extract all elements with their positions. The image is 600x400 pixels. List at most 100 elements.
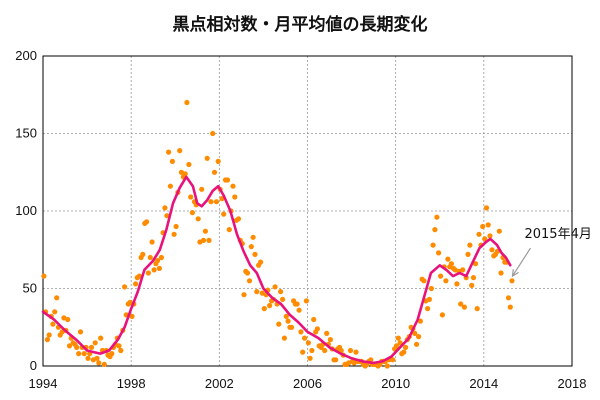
data-point: [395, 335, 401, 341]
data-point: [327, 337, 333, 343]
data-point: [184, 99, 190, 106]
data-point: [309, 347, 315, 354]
data-point: [241, 292, 247, 298]
data-point: [294, 301, 300, 307]
data-point: [54, 295, 60, 301]
y-tick-label: 150: [15, 126, 37, 141]
data-point: [509, 278, 515, 284]
data-point: [305, 340, 311, 346]
data-point: [434, 214, 440, 220]
data-point: [213, 199, 220, 205]
data-point: [77, 329, 84, 335]
data-point: [199, 186, 205, 192]
data-point: [314, 326, 320, 332]
data-point: [498, 270, 504, 276]
data-point: [136, 273, 142, 279]
data-point: [147, 254, 153, 261]
data-point: [144, 219, 150, 225]
data-point: [76, 351, 82, 357]
data-point: [302, 335, 308, 341]
data-point: [322, 347, 328, 354]
data-point: [460, 267, 466, 273]
data-point: [469, 282, 475, 288]
data-point: [46, 332, 52, 338]
data-point: [195, 216, 201, 222]
data-point: [281, 335, 287, 341]
x-tick-label: 2010: [381, 376, 410, 391]
data-point: [164, 213, 170, 219]
monthly-points: [41, 99, 515, 369]
data-point: [98, 335, 104, 341]
data-point: [347, 347, 354, 354]
data-point: [211, 169, 218, 175]
data-point: [109, 351, 115, 357]
data-point: [167, 183, 173, 189]
data-point: [472, 261, 479, 267]
data-point: [296, 307, 302, 313]
data-point: [94, 355, 100, 361]
data-point: [210, 130, 216, 137]
data-point: [156, 265, 162, 271]
data-point: [285, 318, 291, 324]
data-point: [438, 273, 444, 279]
data-point: [487, 233, 493, 239]
data-point: [496, 228, 502, 234]
data-point: [417, 318, 423, 324]
data-point: [426, 296, 432, 302]
data-point: [232, 194, 238, 200]
data-point: [162, 205, 168, 211]
data-point: [81, 351, 87, 357]
data-point: [189, 210, 195, 216]
data-point: [272, 284, 278, 290]
data-point: [177, 148, 183, 154]
data-point: [436, 250, 442, 256]
data-point: [74, 344, 80, 350]
y-tick-label: 50: [23, 281, 37, 296]
data-point: [44, 337, 51, 343]
data-point: [483, 205, 490, 211]
data-point: [401, 349, 407, 355]
y-tick-label: 200: [15, 48, 37, 63]
data-point: [182, 171, 188, 177]
grid-layer: [43, 56, 572, 366]
x-axis-tick-labels: 1994 1998 2002 2006 2010 2014 2018: [29, 376, 587, 391]
data-point: [480, 223, 486, 230]
data-point: [324, 330, 330, 336]
data-point: [235, 216, 242, 222]
data-point: [414, 341, 420, 347]
data-point: [258, 259, 264, 265]
data-point: [173, 223, 179, 230]
data-point: [300, 349, 306, 355]
data-point: [432, 227, 438, 233]
data-point: [118, 347, 124, 354]
data-point: [85, 355, 91, 361]
data-point: [276, 321, 282, 327]
data-point: [250, 234, 256, 240]
data-point: [206, 237, 212, 243]
annotation-arrow: [511, 247, 531, 277]
data-point: [467, 242, 473, 248]
data-point: [158, 254, 164, 261]
data-point: [261, 306, 267, 312]
data-point: [133, 281, 139, 287]
y-tick-label: 0: [30, 358, 37, 373]
data-point: [171, 231, 177, 237]
data-point: [333, 357, 339, 363]
data-point: [66, 343, 73, 349]
data-point: [283, 313, 289, 319]
data-point: [204, 155, 210, 161]
smoothed-line: [41, 175, 512, 365]
annotation-arrowhead: [511, 269, 519, 278]
data-point: [267, 303, 273, 309]
x-tick-label: 1998: [117, 376, 146, 391]
data-point: [202, 228, 208, 234]
data-point: [445, 256, 451, 262]
data-point: [474, 306, 480, 312]
data-point: [476, 231, 482, 237]
data-point: [252, 251, 258, 257]
data-point: [454, 281, 460, 287]
x-tick-label: 1994: [29, 376, 58, 391]
data-point: [221, 211, 227, 217]
data-point: [155, 258, 161, 264]
